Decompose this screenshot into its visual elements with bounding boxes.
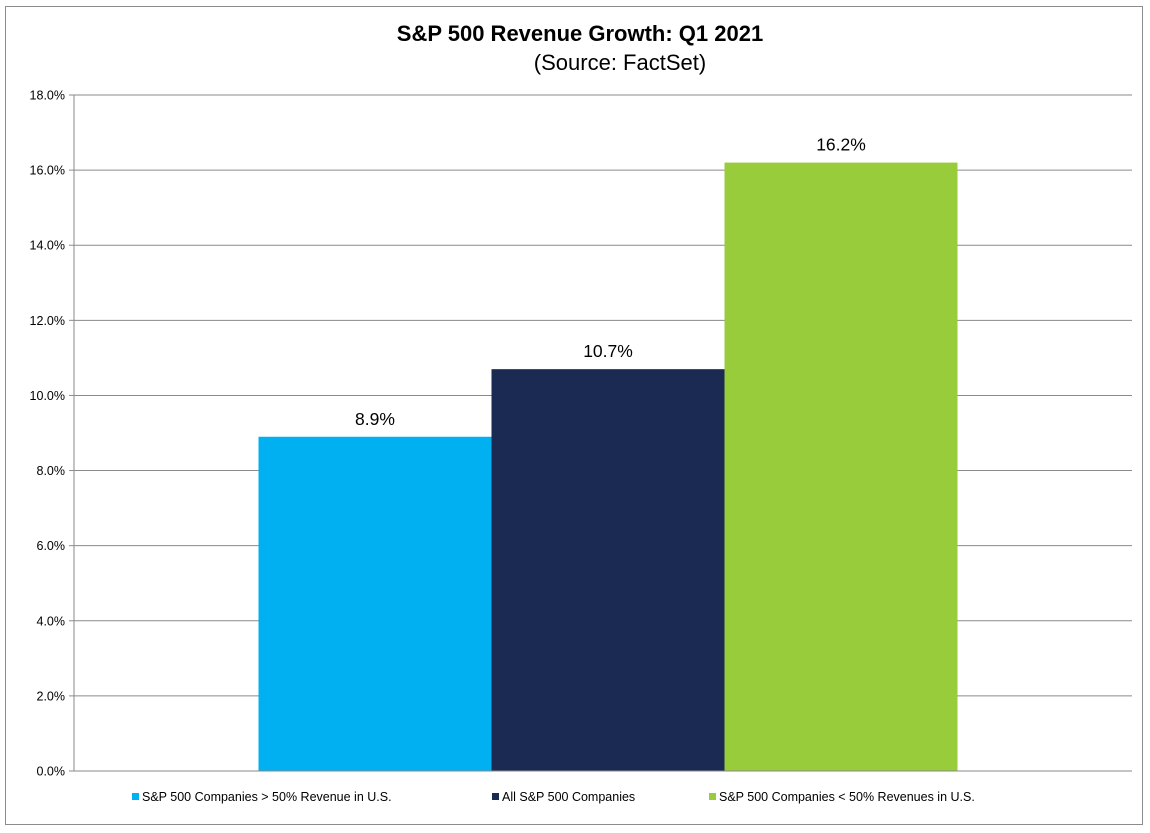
data-label-1: 8.9% bbox=[355, 409, 395, 429]
legend-swatch-2 bbox=[492, 793, 499, 800]
legend-label-1: S&P 500 Companies > 50% Revenue in U.S. bbox=[142, 790, 392, 804]
y-tick-label: 16.0% bbox=[30, 164, 65, 178]
bar-3 bbox=[724, 162, 958, 772]
y-tick-label: 6.0% bbox=[37, 539, 66, 553]
bars bbox=[258, 162, 958, 772]
legend: S&P 500 Companies > 50% Revenue in U.S. A… bbox=[132, 790, 975, 804]
y-tick-label: 14.0% bbox=[30, 239, 65, 253]
legend-swatch-1 bbox=[132, 793, 139, 800]
legend-label-2: All S&P 500 Companies bbox=[502, 790, 635, 804]
chart-frame: S&P 500 Revenue Growth: Q1 2021 (Source:… bbox=[5, 6, 1143, 825]
bar-1 bbox=[258, 436, 492, 771]
y-tick-label: 8.0% bbox=[37, 464, 66, 478]
chart-subtitle: (Source: FactSet) bbox=[534, 50, 706, 75]
y-axis-ticks: 0.0% 2.0% 4.0% 6.0% 8.0% 10.0% 12.0% 14.0% 16.0%… bbox=[30, 89, 74, 779]
legend-label-3: S&P 500 Companies < 50% Revenues in U.S. bbox=[719, 790, 975, 804]
y-tick-label: 12.0% bbox=[30, 314, 65, 328]
chart-title: S&P 500 Revenue Growth: Q1 2021 bbox=[397, 21, 763, 46]
data-label-2: 10.7% bbox=[583, 341, 633, 361]
data-labels: 8.9% 10.7% 16.2% bbox=[355, 135, 866, 429]
chart-svg: S&P 500 Revenue Growth: Q1 2021 (Source:… bbox=[30, 21, 1132, 804]
y-tick-label: 18.0% bbox=[30, 89, 65, 103]
y-tick-label: 4.0% bbox=[37, 614, 66, 628]
y-tick-label: 0.0% bbox=[37, 765, 66, 779]
data-label-3: 16.2% bbox=[816, 135, 866, 155]
y-tick-label: 2.0% bbox=[37, 689, 66, 703]
y-tick-label: 10.0% bbox=[30, 389, 65, 403]
bar-2 bbox=[491, 369, 725, 771]
legend-swatch-3 bbox=[709, 793, 716, 800]
axes bbox=[73, 95, 1132, 772]
